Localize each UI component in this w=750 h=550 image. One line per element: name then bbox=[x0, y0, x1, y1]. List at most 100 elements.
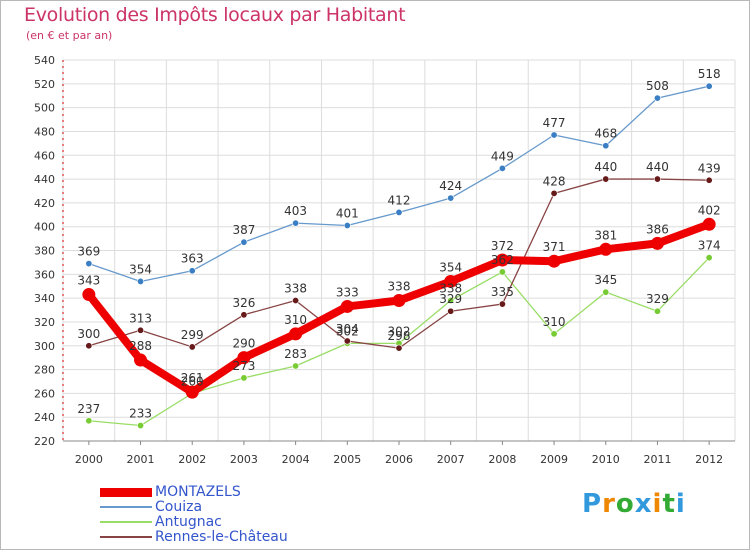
y-tick-label: 460 bbox=[34, 149, 55, 162]
data-label-montazels: 333 bbox=[336, 285, 359, 299]
data-point-rennes-le-ch-teau bbox=[85, 342, 93, 350]
data-label-rennes-le-ch-teau: 428 bbox=[543, 174, 566, 188]
x-tick-label: 2007 bbox=[437, 453, 465, 466]
data-label-couiza: 401 bbox=[336, 206, 359, 220]
y-tick-label: 500 bbox=[34, 102, 55, 115]
x-tick-label: 2004 bbox=[282, 453, 310, 466]
data-label-rennes-le-ch-teau: 440 bbox=[646, 160, 669, 174]
data-point-montazels bbox=[185, 385, 199, 399]
data-point-rennes-le-ch-teau bbox=[498, 300, 506, 308]
y-tick-label: 280 bbox=[34, 364, 55, 377]
y-tick-label: 520 bbox=[34, 78, 55, 91]
data-label-rennes-le-ch-teau: 439 bbox=[698, 161, 721, 175]
data-point-rennes-le-ch-teau bbox=[705, 176, 713, 184]
data-point-antugnac bbox=[602, 288, 610, 296]
data-label-antugnac: 260 bbox=[181, 374, 204, 388]
data-label-rennes-le-ch-teau: 298 bbox=[388, 329, 411, 343]
data-label-montazels: 371 bbox=[543, 240, 566, 254]
logo-letter: i bbox=[652, 489, 663, 519]
data-point-montazels bbox=[444, 274, 458, 288]
legend-item-antugnac: Antugnac bbox=[100, 514, 400, 530]
data-point-rennes-le-ch-teau bbox=[343, 337, 351, 345]
data-point-montazels bbox=[650, 236, 664, 250]
y-tick-label: 260 bbox=[34, 387, 55, 400]
data-label-rennes-le-ch-teau: 313 bbox=[129, 311, 152, 325]
y-tick-label: 440 bbox=[34, 173, 55, 186]
legend-item-rennes: Rennes-le-Château bbox=[100, 529, 400, 545]
x-tick-label: 2010 bbox=[592, 453, 620, 466]
data-label-antugnac: 362 bbox=[491, 253, 514, 267]
data-point-antugnac bbox=[550, 330, 558, 338]
data-label-rennes-le-ch-teau: 304 bbox=[336, 322, 359, 336]
data-point-rennes-le-ch-teau bbox=[292, 297, 300, 305]
data-point-rennes-le-ch-teau bbox=[653, 175, 661, 183]
data-label-couiza: 387 bbox=[232, 223, 255, 237]
data-label-antugnac: 273 bbox=[232, 359, 255, 373]
y-tick-label: 300 bbox=[34, 340, 55, 353]
data-label-couiza: 412 bbox=[388, 193, 411, 207]
legend-label-antugnac: Antugnac bbox=[155, 514, 222, 530]
data-label-antugnac: 237 bbox=[77, 402, 100, 416]
data-label-couiza: 468 bbox=[594, 127, 617, 141]
data-point-couiza bbox=[550, 131, 558, 139]
data-point-antugnac bbox=[137, 422, 145, 430]
data-label-montazels: 338 bbox=[388, 280, 411, 294]
data-point-montazels bbox=[237, 351, 251, 365]
data-point-antugnac bbox=[498, 268, 506, 276]
data-point-couiza bbox=[240, 238, 248, 246]
x-tick-label: 2003 bbox=[230, 453, 258, 466]
data-label-antugnac: 345 bbox=[594, 273, 617, 287]
x-tick-label: 2002 bbox=[178, 453, 206, 466]
logo-letter: i bbox=[675, 489, 686, 519]
data-point-antugnac bbox=[85, 417, 93, 425]
data-point-montazels bbox=[82, 288, 96, 302]
x-tick-label: 2011 bbox=[643, 453, 671, 466]
data-point-antugnac bbox=[705, 254, 713, 262]
data-point-montazels bbox=[340, 299, 354, 313]
x-tick-label: 2000 bbox=[75, 453, 103, 466]
legend-swatch-couiza bbox=[100, 506, 152, 508]
data-point-couiza bbox=[447, 194, 455, 202]
data-label-montazels: 402 bbox=[698, 203, 721, 217]
data-label-antugnac: 233 bbox=[129, 407, 152, 421]
data-point-antugnac bbox=[653, 307, 661, 315]
data-label-couiza: 369 bbox=[77, 245, 100, 259]
data-label-rennes-le-ch-teau: 326 bbox=[232, 296, 255, 310]
x-tick-label: 2012 bbox=[695, 453, 723, 466]
data-label-rennes-le-ch-teau: 329 bbox=[439, 292, 462, 306]
logo-letter: x bbox=[634, 489, 653, 519]
data-label-montazels: 261 bbox=[181, 371, 204, 385]
proxiti-logo: Proxiti bbox=[582, 489, 686, 519]
data-point-couiza bbox=[602, 142, 610, 150]
data-point-couiza bbox=[705, 82, 713, 90]
data-label-couiza: 363 bbox=[181, 252, 204, 266]
logo-letter: P bbox=[582, 489, 603, 519]
data-point-couiza bbox=[395, 208, 403, 216]
data-label-montazels: 386 bbox=[646, 222, 669, 236]
data-point-rennes-le-ch-teau bbox=[188, 343, 196, 351]
data-label-couiza: 477 bbox=[543, 116, 566, 130]
legend-swatch-rennes bbox=[100, 536, 152, 538]
data-point-rennes-le-ch-teau bbox=[602, 175, 610, 183]
chart-subtitle: (en € et par an) bbox=[26, 29, 113, 42]
data-label-montazels: 288 bbox=[129, 339, 152, 353]
data-label-antugnac: 302 bbox=[336, 324, 359, 338]
data-label-rennes-le-ch-teau: 338 bbox=[284, 282, 307, 296]
data-point-montazels bbox=[599, 242, 613, 256]
data-label-rennes-le-ch-teau: 300 bbox=[77, 327, 100, 341]
data-label-rennes-le-ch-teau: 335 bbox=[491, 285, 514, 299]
data-label-antugnac: 329 bbox=[646, 292, 669, 306]
data-point-couiza bbox=[653, 94, 661, 102]
data-label-rennes-le-ch-teau: 299 bbox=[181, 328, 204, 342]
legend-swatch-antugnac bbox=[100, 521, 152, 523]
y-tick-label: 360 bbox=[34, 268, 55, 281]
data-label-couiza: 518 bbox=[698, 67, 721, 81]
data-label-montazels: 372 bbox=[491, 239, 514, 253]
y-tick-label: 220 bbox=[34, 435, 55, 448]
data-label-montazels: 381 bbox=[594, 228, 617, 242]
data-point-montazels bbox=[495, 253, 509, 267]
data-label-antugnac: 302 bbox=[388, 324, 411, 338]
data-label-couiza: 449 bbox=[491, 149, 514, 163]
data-point-couiza bbox=[343, 221, 351, 229]
